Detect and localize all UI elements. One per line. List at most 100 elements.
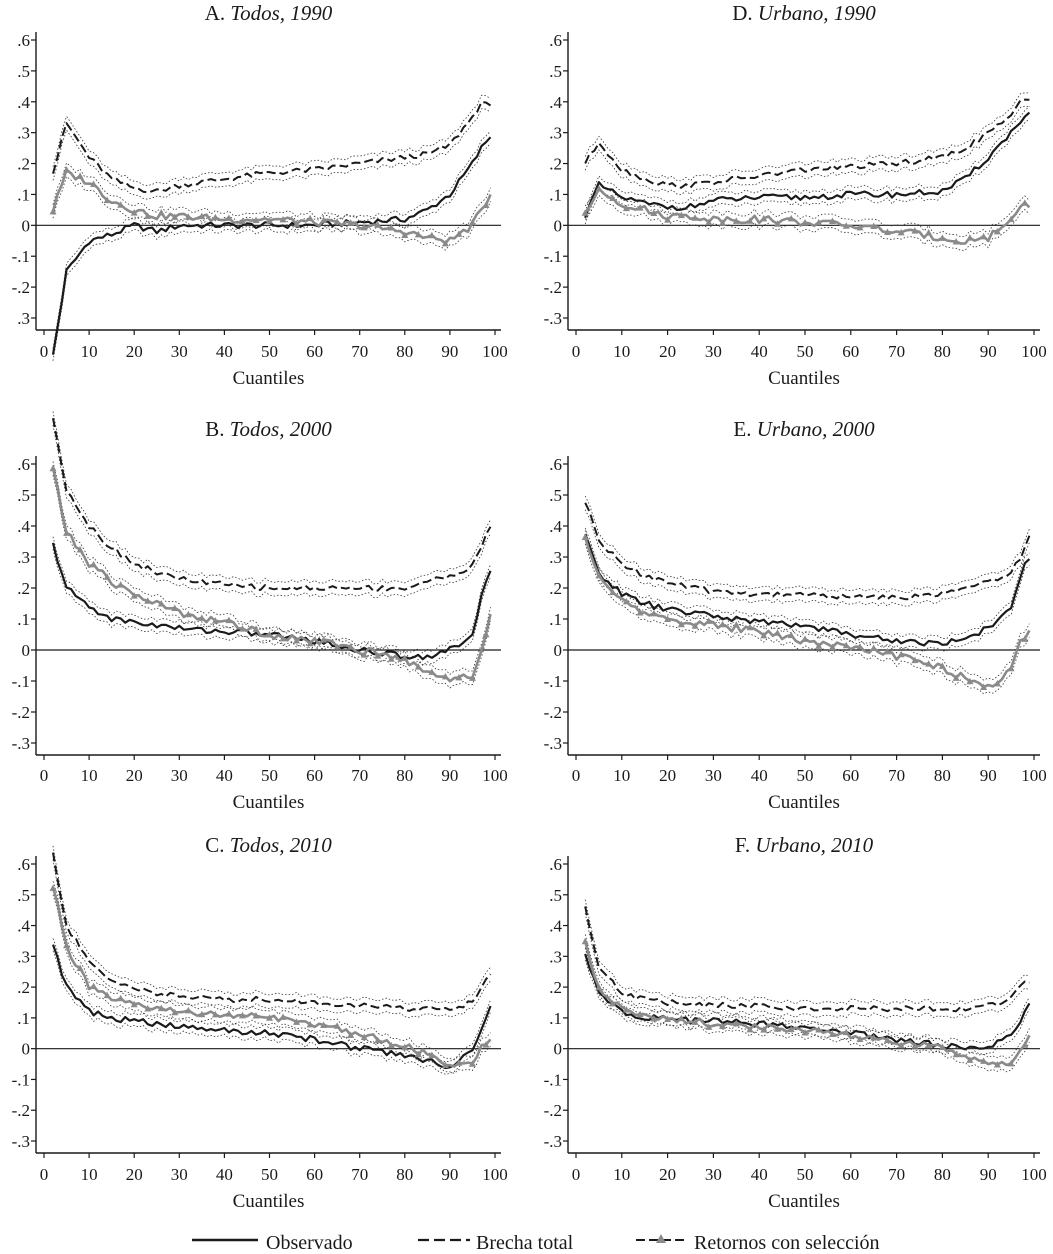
series-retornos-point [171, 1008, 179, 1016]
series-observado-lower-band [52, 549, 491, 666]
series-brecha-upper-band [584, 495, 1030, 594]
series-retornos-point [225, 214, 233, 221]
y-tick-label: .4 [17, 93, 30, 112]
series-retornos-point [925, 1041, 933, 1049]
series-retornos-point [90, 982, 98, 990]
panel-B-title: B. Todos, 2000 [205, 417, 332, 441]
x-tick-label: 80 [396, 342, 413, 361]
y-tick-label: .3 [17, 947, 30, 966]
x-tick-label: 20 [126, 342, 143, 361]
series-retornos-point [664, 1015, 672, 1023]
panel-title-italic: Urbano, 1990 [758, 1, 876, 25]
y-tick-label: .1 [17, 1009, 30, 1028]
series-retornos-point [144, 1004, 152, 1012]
panel-title-prefix: F. [735, 833, 756, 857]
series-retornos-point [897, 650, 905, 658]
series-retornos-point [387, 223, 395, 231]
y-tick-label: .4 [17, 917, 30, 936]
x-tick-label: 20 [659, 342, 676, 361]
y-tick-label: 0 [22, 216, 31, 235]
y-tick-label: .1 [549, 1009, 562, 1028]
series-observado-upper-band [52, 536, 491, 654]
y-tick-label: -.2 [544, 278, 562, 297]
series-retornos-point [171, 604, 179, 612]
series-retornos-point [130, 1000, 138, 1008]
series-retornos-point [980, 1057, 988, 1064]
series-retornos-upper-band [52, 461, 491, 675]
x-tick-label: 100 [1021, 1165, 1047, 1184]
x-axis-label: Cuantiles [233, 1191, 305, 1212]
series-retornos-point [842, 1028, 850, 1036]
series-observado-lower-band [584, 959, 1030, 1056]
series-retornos-point [428, 668, 436, 675]
series-retornos-point [252, 216, 260, 224]
series-retornos-point [76, 172, 84, 179]
legend: Observado Brecha total Retornos con sele… [192, 1232, 880, 1254]
y-tick-label: 0 [554, 1040, 563, 1059]
series-retornos-point [1007, 664, 1015, 672]
x-tick-label: 70 [351, 342, 368, 361]
y-tick-label: -.2 [12, 278, 30, 297]
series-retornos-point [157, 600, 165, 607]
panel-F-title: F. Urbano, 2010 [735, 833, 874, 857]
series-retornos-point [306, 214, 314, 222]
panel-C: C. Todos, 2010 .6 .5 .4 .3 .2 .1 0 -.1 -.2 -.3 0 10 2… [12, 833, 508, 1212]
series-retornos-point [157, 1004, 165, 1012]
series-brecha-lower-band [584, 509, 1030, 607]
x-tick-label: 80 [934, 766, 951, 785]
series-retornos-point [347, 643, 355, 650]
x-tick-label: 90 [441, 342, 458, 361]
series-retornos-point [911, 1042, 919, 1049]
series-retornos-point [103, 573, 111, 580]
x-tick-label: 0 [572, 1165, 581, 1184]
x-tick-label: 40 [751, 766, 768, 785]
y-tick-label: .1 [17, 185, 30, 204]
series-retornos-point [387, 1041, 395, 1049]
series-retornos-point [198, 212, 206, 220]
series-retornos-point [828, 1030, 836, 1038]
series-retornos-point [911, 656, 919, 664]
x-tick-label: 70 [351, 1165, 368, 1184]
series-retornos-point [760, 1026, 768, 1033]
series-retornos-point [103, 991, 111, 999]
x-tick-label: 30 [705, 766, 722, 785]
series-retornos-point [952, 674, 960, 681]
series-retornos-point [774, 220, 782, 227]
x-tick-label: 40 [751, 1165, 768, 1184]
series-retornos-point [966, 1056, 974, 1063]
series-retornos-point [414, 663, 422, 670]
series-retornos-point [636, 1010, 644, 1018]
series-retornos-point [581, 209, 589, 216]
series-retornos-point [581, 937, 589, 945]
series-retornos-point [993, 227, 1001, 235]
y-tick-label: .5 [549, 886, 562, 905]
series-observado-line [51, 944, 492, 1070]
series-brecha-upper-band [584, 92, 1030, 182]
x-tick-label: 50 [261, 342, 278, 361]
series-retornos-point [157, 208, 165, 216]
series-retornos-point [76, 546, 84, 553]
series-retornos-point [49, 464, 57, 472]
y-tick-label: .5 [17, 886, 30, 905]
series-retornos-point [746, 217, 754, 224]
panel-title-italic: Todos, 2000 [230, 417, 332, 441]
series-retornos-point [468, 218, 476, 226]
x-tick-label: 0 [572, 766, 581, 785]
y-tick-label: .4 [549, 917, 562, 936]
y-tick-label: .3 [549, 947, 562, 966]
series-retornos-point [482, 1041, 490, 1048]
x-tick-label: 90 [441, 766, 458, 785]
y-tick-label: .3 [17, 548, 30, 567]
series-observado-upper-band [52, 130, 491, 349]
x-tick-label: 60 [306, 342, 323, 361]
series-retornos-point [333, 1022, 341, 1029]
x-tick-label: 70 [888, 1165, 905, 1184]
series-retornos-point [622, 597, 630, 605]
series-retornos-point [198, 614, 206, 621]
series-brecha-upper-band [52, 411, 491, 585]
x-tick-label: 30 [171, 766, 188, 785]
x-tick-label: 50 [261, 766, 278, 785]
series-retornos-point [468, 674, 476, 681]
y-tick-label: -.2 [544, 1101, 562, 1120]
series-retornos-point [883, 1036, 891, 1043]
